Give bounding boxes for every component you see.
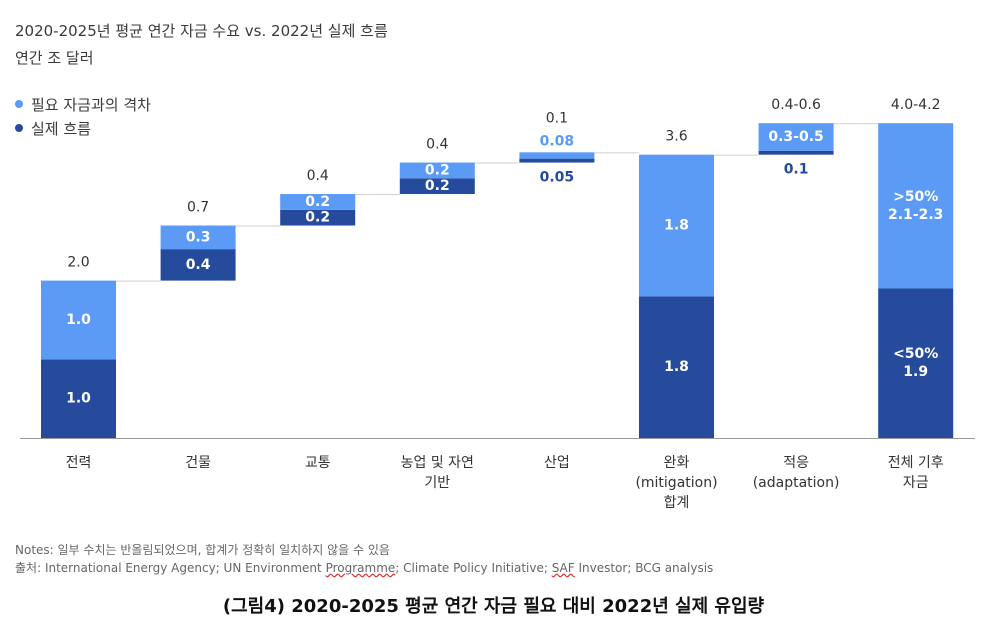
category-label-0-line-0: 전력	[66, 455, 92, 471]
bar-actual-3	[399, 178, 475, 195]
bar-actual-7	[878, 288, 954, 438]
bar-gap-0	[41, 280, 116, 360]
total-label-3: 0.4	[426, 137, 448, 153]
bar-gap-1	[160, 225, 236, 250]
bar-gap-7	[878, 123, 954, 289]
chart-title: 2020-2025년 평균 연간 자금 수요 vs. 2022년 실제 흐름	[15, 22, 388, 40]
total-label-5: 3.6	[665, 129, 687, 145]
bar-actual-6	[758, 150, 834, 155]
gap-label-7-line-1: 2.1-2.3	[888, 207, 943, 223]
gap-label-1: 0.3	[186, 229, 211, 245]
actual-label-7-line-0: <50%	[893, 346, 938, 362]
total-label-4: 0.1	[546, 110, 568, 126]
legend-item-gap: 필요 자금과의 격차	[15, 92, 151, 116]
total-label-1: 0.7	[187, 200, 209, 216]
gap-label-5: 1.8	[664, 218, 689, 234]
total-label-2: 0.4	[307, 168, 329, 184]
legend-gap-label: 필요 자금과의 격차	[31, 95, 151, 114]
bar-actual-4	[519, 158, 595, 163]
chart-subtitle: 연간 조 달러	[15, 49, 94, 67]
category-label-5-line-1: (mitigation)	[635, 475, 717, 491]
category-label-1-line-0: 건물	[185, 455, 211, 471]
source-prefix: 출처: International Energy Agency; UN Envi…	[15, 561, 326, 575]
bar-actual-0	[41, 359, 116, 438]
actual-label-5: 1.8	[664, 359, 689, 375]
total-label-6: 0.4-0.6	[771, 97, 821, 113]
category-label-7-line-0: 전체 기후	[888, 455, 944, 471]
actual-label-1: 0.4	[186, 257, 211, 273]
notes: Notes: 일부 수치는 반올림되었으며, 합계가 정확히 일치하지 않을 수…	[15, 541, 713, 577]
source-suffix: Investor; BCG analysis	[574, 561, 714, 575]
figure-caption: (그림4) 2020-2025 평균 연간 자금 필요 대비 2022년 실제 …	[222, 596, 765, 617]
gap-label-0: 1.0	[66, 312, 91, 328]
actual-label-3: 0.2	[425, 178, 450, 194]
category-label-2-line-0: 교통	[305, 455, 331, 471]
actual-label-2: 0.2	[305, 210, 330, 226]
waterfall-chart: 2.01.01.00.70.30.40.40.20.20.40.20.20.13…	[20, 97, 975, 511]
source-text: 출처: International Energy Agency; UN Envi…	[15, 559, 713, 577]
bar-gap-5	[639, 154, 714, 297]
actual-label-0: 1.0	[66, 391, 91, 407]
category-label-6-line-0: 적응	[783, 455, 809, 471]
bar-gap-2	[280, 194, 356, 210]
bar-gap-3	[399, 162, 475, 179]
category-label-4-line-0: 산업	[544, 455, 570, 471]
category-label-3-line-0: 농업 및 자연	[401, 455, 474, 471]
source-wavy-1: Programme	[325, 561, 396, 575]
bar-gap-6	[758, 123, 834, 151]
source-mid: ; Climate Policy Initiative;	[395, 561, 552, 575]
category-label-7-line-1: 자금	[903, 475, 929, 491]
gap-label-6: 0.3-0.5	[768, 129, 823, 145]
actual-label-outside-6: 0.1	[784, 162, 809, 178]
bar-gap-4	[519, 152, 595, 159]
gap-label-outside-4: 0.08	[540, 133, 575, 149]
source-wavy-2: SAF	[551, 561, 575, 575]
category-label-6-line-1: (adaptation)	[753, 475, 840, 491]
notes-text: Notes: 일부 수치는 반올림되었으며, 합계가 정확히 일치하지 않을 수…	[15, 543, 390, 557]
bar-actual-1	[160, 249, 236, 281]
gap-label-7-line-0: >50%	[893, 189, 938, 205]
category-label-5-line-2: 합계	[664, 495, 690, 511]
legend-actual-swatch	[15, 124, 23, 132]
category-label-3-line-1: 기반	[424, 475, 450, 491]
bar-actual-2	[280, 209, 356, 226]
total-label-0: 2.0	[67, 255, 89, 271]
legend-actual-label: 실제 흐름	[31, 119, 91, 138]
category-label-5-line-0: 완화	[664, 455, 690, 471]
total-label-7: 4.0-4.2	[891, 97, 941, 113]
legend-item-actual: 실제 흐름	[15, 116, 151, 140]
actual-label-7-line-1: 1.9	[903, 364, 928, 380]
gap-label-2: 0.2	[305, 194, 330, 210]
legend-gap-swatch	[15, 100, 23, 108]
actual-label-outside-4: 0.05	[540, 170, 575, 186]
gap-label-3: 0.2	[425, 162, 450, 178]
legend: 필요 자금과의 격차 실제 흐름	[15, 92, 151, 140]
bar-actual-5	[639, 296, 714, 438]
